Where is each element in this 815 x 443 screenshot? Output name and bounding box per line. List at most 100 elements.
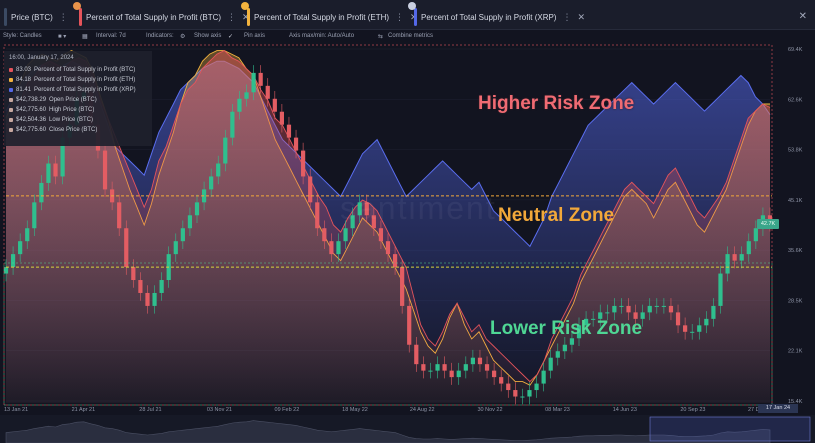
y-axis: 69.4K 62.6K 53.8K 45.1K 35.6K 28.5K 22.1K 15.4K [788,47,803,405]
candle [230,111,235,138]
link-icon: ⇆ [378,34,384,40]
candle [60,137,65,177]
x-tick-label: 24 Aug 22 [410,407,435,413]
candle [612,305,617,313]
legend-value: $42,775.60 [16,107,47,113]
x-tick-label: 18 May 22 [342,407,368,413]
legend-swatch [9,118,13,122]
candle [293,137,299,151]
settings-icon[interactable]: ⚙ [180,34,186,40]
more-icon[interactable]: ⋮ [227,11,237,22]
time-navigator[interactable] [0,415,815,443]
legend-label: Percent of Total Supply in Profit (BTC) [34,67,136,73]
indicators-select[interactable]: Indicators: [146,33,174,39]
y-tick-label: 22.1K [788,349,803,355]
chart-canvas[interactable]: 69.4K 62.6K 53.8K 45.1K 35.6K 28.5K 22.1K 15.4K… [0,43,815,415]
legend-row: 83.03 Percent of Total Supply in Profit (… [9,65,147,75]
more-icon[interactable]: ⋮ [395,11,405,22]
candle [392,254,398,268]
candle [336,241,341,255]
close-icon[interactable]: ✕ [577,11,586,22]
candle [364,202,369,216]
current-price-tag: 42.7K [757,219,779,229]
btc-profit-line [5,50,771,383]
legend-row: 84.18 Percent of Total Supply in Profit (… [9,75,147,85]
more-icon[interactable]: ⋮ [562,11,572,22]
candle [385,241,391,255]
metric-badge-icon [408,2,416,10]
metric-tabs: Price (BTC) ⋮ Percent of Total Supply in… [0,0,815,30]
legend-swatch [9,98,13,102]
candle [421,364,426,371]
candle [718,273,723,306]
current-date-tag: 17 Jan 24 [758,404,798,413]
candle [152,292,157,306]
candle [541,370,546,384]
legend-row: $42,738.29 Open Price (BTC) [9,95,147,105]
candle [661,305,666,307]
legend-value: 81.41 [16,87,32,93]
more-icon[interactable]: ⋮ [58,11,68,22]
y-tick-label: 15.4K [788,399,803,405]
legend-swatch [9,88,13,92]
chart-legend: 16:00, January 17, 2024 83.03 Percent of … [4,51,152,146]
candle [683,325,688,332]
candle [605,312,610,314]
candle [39,182,44,203]
candle [378,228,384,242]
candle [308,176,313,203]
candle [456,370,461,378]
combine-metrics-button[interactable]: Combine metrics [388,33,434,39]
legend-value: 83.03 [16,67,32,73]
candle [258,72,263,86]
close-all-icon[interactable]: ✕ [798,11,807,22]
candle [216,163,221,177]
candle [739,254,744,261]
tab-xrp-profit[interactable]: Percent of Total Supply in Profit (XRP) … [408,2,586,26]
candle [251,72,256,93]
tab-price-btc[interactable]: Price (BTC) ⋮ [4,8,68,26]
legend-row: $42,775.60 Close Price (BTC) [9,125,147,135]
axis-range-select[interactable]: Axis max/min: Auto/Auto [289,33,355,39]
chart-toolbar: Style: Candles ■ ▾ ▦ Interval: 7d Indica… [0,31,815,43]
candle [725,254,730,274]
candle [343,228,348,242]
x-tick-label: 13 Jan 21 [4,407,28,413]
candle [484,364,490,371]
x-tick-label: 20 Sep 23 [680,407,705,413]
candle [690,331,695,333]
checkmark-icon[interactable]: ✓ [228,34,234,40]
close-icon[interactable]: ✕ [410,12,418,23]
show-axis-toggle[interactable]: Show axis [194,33,222,39]
candle [711,305,716,319]
interval-select[interactable]: Interval: 7d [96,33,126,39]
legend-swatch [9,78,13,82]
candle [534,383,539,391]
tab-label: Percent of Total Supply in Profit (BTC) [86,12,222,22]
candle [46,163,51,183]
candle [173,241,178,255]
candle [3,267,9,274]
candle [675,312,681,326]
tab-eth-profit[interactable]: Percent of Total Supply in Profit (ETH) … [241,2,418,26]
candle [435,364,440,371]
x-tick-label: 08 Mar 23 [545,407,570,413]
candle [201,189,207,203]
y-tick-label: 53.8K [788,148,803,154]
navigator-range-handle[interactable] [649,416,811,442]
x-axis: 13 Jan 21 21 Apr 21 28 Jul 21 03 Nov 21 09 F… [4,407,773,413]
close-icon[interactable]: ✕ [242,11,250,22]
legend-row: $42,504.36 Low Price (BTC) [9,115,147,125]
candle [102,150,108,190]
candle [449,370,454,378]
legend-label: High Price (BTC) [49,107,95,113]
tab-color-bar [247,8,250,26]
style-select[interactable]: Style: Candles [3,33,42,39]
tab-label: Percent of Total Supply in Profit (ETH) [254,12,390,22]
color-square-icon[interactable]: ■ ▾ [58,34,67,40]
tab-btc-profit[interactable]: Percent of Total Supply in Profit (BTC) … [73,2,250,26]
x-tick-label: 14 Jun 23 [613,407,637,413]
candle [53,163,58,177]
candle [562,344,567,352]
pin-axis-toggle[interactable]: Pin axis [244,33,266,39]
